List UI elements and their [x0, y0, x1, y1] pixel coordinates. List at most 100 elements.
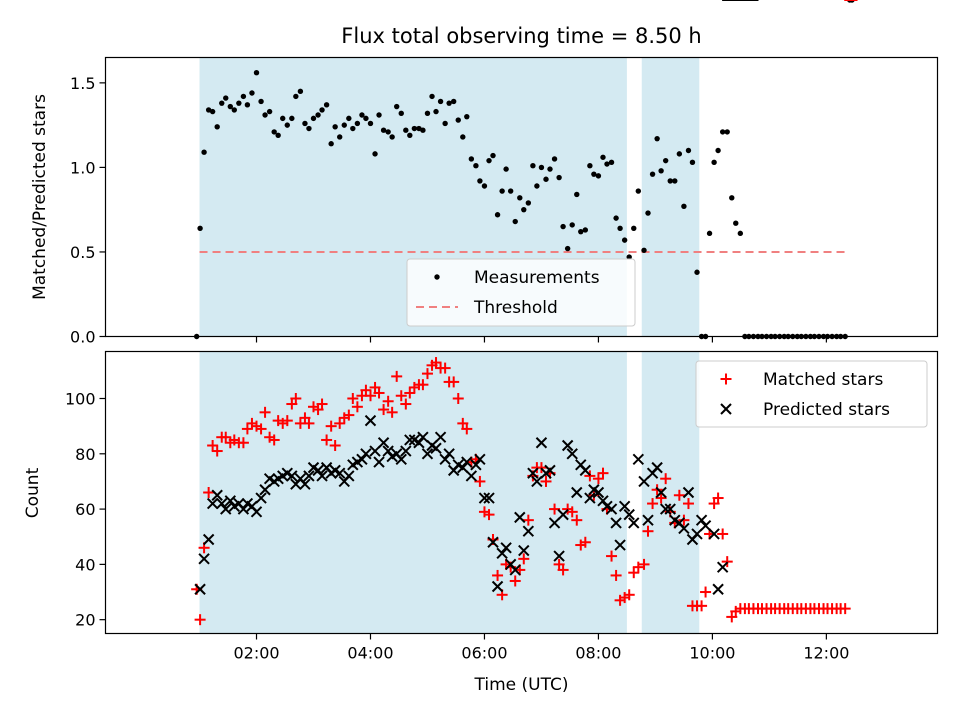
measurement-point: [219, 100, 225, 106]
predicted-star-marker: [518, 544, 530, 557]
predicted-star-marker: [597, 495, 609, 507]
predicted-star-marker: [535, 437, 548, 449]
x-stroke-2: [312, 464, 324, 477]
measurement-point: [685, 147, 692, 154]
measurement-point: [711, 159, 717, 166]
y-tick-label: 1.0: [70, 158, 95, 177]
axes-frame-bottom: [104, 350, 939, 635]
predicted-star-marker: [491, 580, 504, 593]
y-tick-label: 20: [75, 611, 95, 630]
matched-star-marker: [673, 489, 685, 501]
matched-star-marker: [207, 440, 219, 451]
axes-frame-top: [104, 56, 939, 338]
predicted-star-marker: [343, 470, 355, 482]
predicted-star-marker: [400, 445, 412, 457]
predicted-star-marker: [360, 448, 372, 460]
x-stroke-2: [404, 434, 416, 446]
predicted-star-marker: [202, 533, 215, 546]
predicted-star-marker: [659, 503, 672, 515]
y-ticks-top: 0.0 0.5 1.0 1.5: [70, 74, 106, 347]
measurement-point: [258, 98, 264, 105]
legend-predicted-marker: [720, 403, 732, 415]
measurement-point: [578, 228, 584, 235]
measurement-point: [512, 218, 518, 225]
predicted-star-marker: [417, 431, 429, 443]
matched-star-marker: [203, 487, 215, 498]
measurement-point: [645, 210, 651, 216]
x-stroke-2: [417, 431, 429, 443]
predicted-star-marker: [712, 583, 724, 595]
measurement-point: [266, 108, 273, 115]
measurement-point: [450, 98, 457, 105]
measurement-point: [284, 122, 290, 128]
predicted-star-marker: [404, 434, 416, 446]
x-stroke-2: [642, 514, 654, 526]
x-stroke-2: [373, 456, 385, 468]
ylabel-count: Count: [23, 467, 43, 518]
predicted-star-marker: [678, 522, 690, 535]
predicted-star-marker: [206, 497, 219, 510]
matched-star-marker: [395, 390, 407, 402]
measurement-point: [275, 132, 281, 138]
matched-star-marker: [721, 556, 733, 568]
measurement-point: [530, 163, 536, 169]
measurement-point: [372, 151, 378, 157]
predicted-star-marker: [610, 517, 622, 529]
matched-star-marker: [557, 564, 569, 576]
predicted-star-marker: [395, 453, 407, 466]
measurement-point: [354, 120, 361, 127]
matched-star-marker: [255, 423, 267, 435]
measurement-point: [477, 178, 483, 184]
x-stroke-2: [294, 472, 307, 485]
x-stroke-2: [500, 542, 512, 554]
measurement-point: [315, 112, 321, 118]
x-stroke-2: [216, 497, 228, 510]
measurement-point: [694, 269, 700, 275]
measurement-point: [658, 168, 664, 174]
x-stroke-2: [548, 517, 561, 529]
x-stroke-2: [561, 439, 574, 452]
matched-star-marker: [566, 506, 578, 518]
measurement-point: [681, 203, 687, 209]
measurement-point: [240, 93, 247, 100]
measurement-point: [600, 154, 606, 160]
matched-star-marker: [492, 569, 504, 581]
matched-star-marker: [839, 603, 851, 615]
matched-star-marker: [378, 404, 390, 416]
panel-ratio: 0.0 0.5 1.0 1.5 Matched/Predicted stars Mea…: [30, 0, 939, 347]
matched-star-marker: [321, 434, 333, 446]
measurement-point: [359, 112, 365, 118]
x-stroke-2: [382, 445, 394, 457]
x-stroke-2: [527, 467, 539, 479]
legend-plus: [720, 373, 732, 385]
ylabel-ratio: Matched/Predicted stars: [30, 94, 50, 300]
measurement-point: [591, 171, 597, 177]
measurement-point: [507, 188, 514, 194]
matched-star-marker: [700, 586, 712, 598]
predicted-star-marker: [695, 514, 708, 526]
y-ticks-bottom: 20 40 60 80 100: [65, 390, 106, 630]
predicted-star-marker: [303, 470, 315, 482]
matched-star-marker: [678, 514, 690, 526]
x-stroke-2: [329, 464, 341, 477]
x-stroke-2: [632, 453, 645, 466]
panel-count: 20 40 60 80 100 02:00 04:00 06:00 08:00 10:00 12:…: [23, 0, 939, 695]
x-stroke-2: [491, 580, 504, 593]
x-tick-label: 10:00: [689, 644, 735, 663]
predicted-star-marker: [316, 470, 328, 482]
predicted-star-marker: [461, 456, 473, 468]
predicted-star-marker: [514, 511, 526, 524]
measurement-point: [486, 157, 492, 164]
x-stroke-2: [434, 431, 447, 443]
matched-star-marker: [597, 467, 609, 479]
measurement-point: [429, 93, 435, 100]
measurement-point: [676, 151, 683, 157]
x-stroke-2: [659, 503, 672, 515]
matched-star-marker: [241, 423, 253, 435]
x-stroke-2: [504, 558, 517, 571]
x-stroke-2: [678, 522, 690, 535]
matched-star-marker: [211, 445, 223, 457]
x-tick-label: 04:00: [347, 644, 393, 663]
measurement-point: [262, 112, 268, 118]
x-stroke-2: [651, 461, 663, 474]
